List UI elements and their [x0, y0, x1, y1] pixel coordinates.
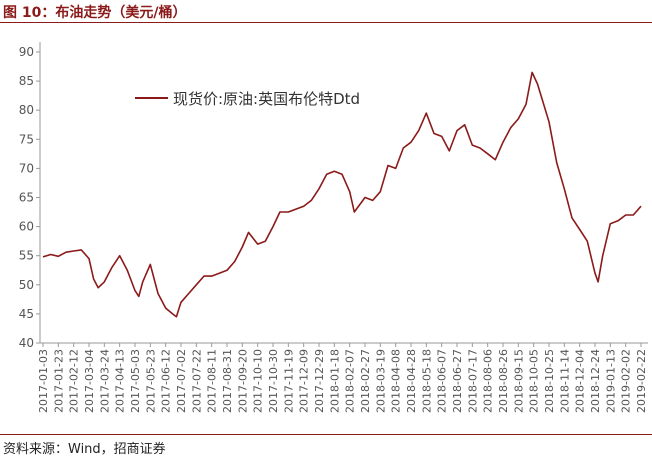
x-tick-label: 2017-05-03: [129, 349, 142, 413]
title-divider: [0, 22, 652, 23]
y-axis-ticks: 40 45 50 55 60 65 70 75 80 85 90: [19, 45, 40, 350]
x-tick-label: 2017-08-31: [221, 349, 234, 413]
x-tick-label: 2017-08-11: [206, 349, 219, 413]
x-tick-label: 2017-04-13: [114, 349, 127, 413]
chart-axes: [39, 42, 648, 344]
line-chart: 40 45 50 55 60 65 70 75 80 85 90 2017-01-03 2017-01…: [19, 42, 648, 413]
x-tick-label: 2018-03-19: [374, 349, 387, 413]
x-tick-label: 2018-10-25: [543, 349, 556, 413]
legend-label: 现货价:原油:英国布伦特Dtd: [173, 90, 360, 108]
y-tick-label: 75: [19, 132, 34, 146]
legend: 现货价:原油:英国布伦特Dtd: [135, 90, 360, 108]
x-tick-label: 2017-10-30: [267, 349, 280, 413]
x-tick-label: 2017-12-29: [313, 349, 326, 413]
x-tick-label: 2018-02-27: [359, 349, 372, 413]
x-tick-label: 2017-01-23: [52, 349, 65, 413]
x-tick-label: 2017-12-09: [298, 349, 311, 413]
x-tick-label: 2017-03-04: [83, 349, 96, 413]
x-tick-label: 2017-05-23: [144, 349, 157, 413]
x-axis-ticks: 2017-01-03 2017-01-23 2017-02-12 2017-03-04…: [37, 343, 648, 413]
x-tick-label: 2018-06-07: [436, 349, 449, 413]
source-note: 资料来源：Wind，招商证券: [3, 442, 166, 457]
y-tick-label: 70: [19, 161, 34, 175]
x-tick-label: 2018-04-28: [405, 349, 418, 413]
x-tick-label: 2017-09-20: [236, 349, 249, 413]
x-tick-label: 2018-12-04: [574, 349, 587, 413]
x-tick-label: 2018-08-06: [482, 349, 495, 413]
x-tick-label: 2018-02-07: [344, 349, 357, 413]
x-tick-label: 2017-01-03: [37, 349, 50, 413]
y-tick-label: 90: [19, 45, 34, 59]
x-tick-label: 2018-04-08: [390, 349, 403, 413]
y-tick-label: 40: [19, 336, 34, 350]
series-line-0: [42, 71, 642, 318]
plot-area: [42, 71, 642, 318]
x-tick-label: 2017-03-24: [98, 349, 111, 413]
x-tick-label: 2018-10-05: [528, 349, 541, 413]
chart-title: 图 10：布油走势（美元/桶）: [3, 5, 187, 21]
x-tick-label: 2019-01-13: [604, 349, 617, 413]
x-tick-label: 2017-02-12: [68, 349, 81, 413]
y-tick-label: 85: [19, 74, 34, 88]
x-tick-label: 2018-11-14: [558, 349, 571, 413]
x-tick-label: 2017-10-10: [252, 349, 265, 413]
x-tick-label: 2018-07-17: [466, 349, 479, 413]
y-tick-label: 50: [19, 278, 34, 292]
footer-divider: [0, 434, 652, 435]
y-tick-label: 60: [19, 220, 34, 234]
y-tick-label: 45: [19, 307, 34, 321]
x-tick-label: 2017-07-02: [175, 349, 188, 413]
x-tick-label: 2018-06-27: [451, 349, 464, 413]
y-tick-label: 65: [19, 191, 34, 205]
x-tick-label: 2018-12-24: [589, 349, 602, 413]
x-tick-label: 2017-07-22: [190, 349, 203, 413]
x-tick-label: 2019-02-22: [635, 349, 648, 413]
x-tick-label: 2019-02-02: [620, 349, 633, 413]
x-tick-label: 2017-11-19: [282, 349, 295, 413]
x-tick-label: 2018-08-26: [497, 349, 510, 413]
x-tick-label: 2018-09-15: [512, 349, 525, 413]
x-tick-label: 2018-05-18: [420, 349, 433, 413]
x-tick-label: 2017-06-12: [160, 349, 173, 413]
x-tick-label: 2018-01-18: [328, 349, 341, 413]
y-tick-label: 55: [19, 249, 34, 263]
y-tick-label: 80: [19, 103, 34, 117]
